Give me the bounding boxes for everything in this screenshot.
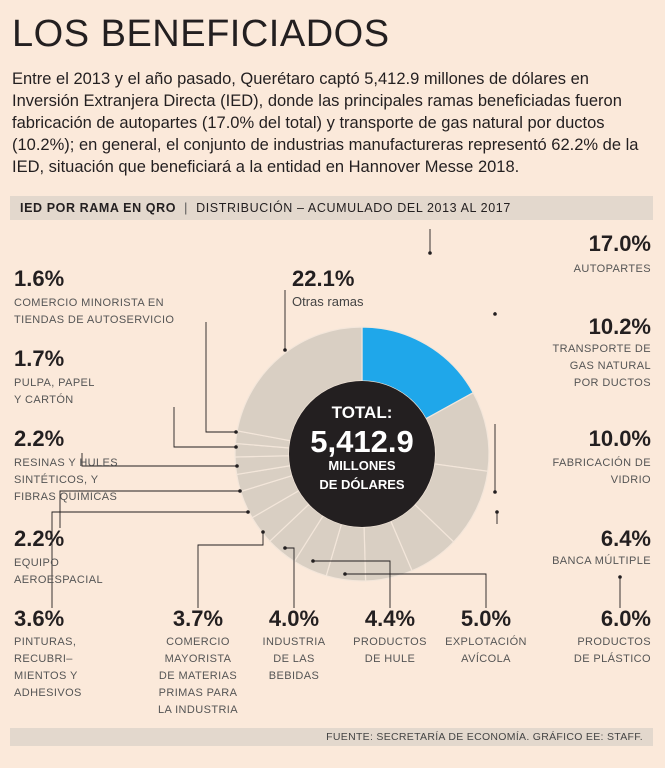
slice-label-2-line-2: GAS NATURAL xyxy=(570,360,651,372)
slice-label-5-line-1: PRODUCTOS xyxy=(577,636,651,648)
leader-dot-7 xyxy=(311,559,315,563)
slice-pct-5: 6.0% xyxy=(601,606,651,631)
leader-6 xyxy=(345,573,487,608)
slice-label-6-line-2: AVÍCOLA xyxy=(461,652,511,665)
leader-11 xyxy=(59,490,240,528)
slice-label-13-line-2: Y CARTÓN xyxy=(14,393,74,406)
slice-label-9-line-1: COMERCIO xyxy=(166,636,230,648)
donut-slices xyxy=(234,326,490,582)
slice-label-10-line-2: RECUBRI– xyxy=(14,653,73,665)
slice-label-6-line-1: EXPLOTACIÓN xyxy=(445,635,527,648)
leader-14 xyxy=(205,322,236,433)
section-title: IED POR RAMA EN QRO xyxy=(20,201,177,215)
page-title: LOS BENEFICIADOS xyxy=(12,13,390,55)
leader-dot-5 xyxy=(618,575,622,579)
slice-label-9-line-5: LA INDUSTRIA xyxy=(158,704,238,716)
leader-dot-8 xyxy=(283,546,287,550)
section-separator: | xyxy=(184,201,189,215)
leader-9 xyxy=(197,532,264,608)
center-label-line3: MILLONES xyxy=(328,458,395,473)
slice-pct-2: 10.2% xyxy=(589,314,651,339)
slice-label-8-line-2: DE LAS xyxy=(273,653,315,665)
leader-8 xyxy=(285,547,295,608)
slice-label-2-line-1: TRANSPORTE DE xyxy=(552,343,651,355)
slice-pct-15: 22.1% xyxy=(292,266,354,291)
leader-dot-11 xyxy=(238,489,242,493)
leader-10 xyxy=(51,511,248,608)
slice-pct-14: 1.6% xyxy=(14,266,64,291)
slice-label-8-line-1: INDUSTRIA xyxy=(263,636,326,648)
leader-dot-14 xyxy=(234,430,238,434)
leader-12 xyxy=(81,453,237,467)
slice-label-2-line-3: POR DUCTOS xyxy=(574,377,651,389)
leader-dot-4 xyxy=(495,510,499,514)
slice-pct-3: 10.0% xyxy=(589,426,651,451)
slice-label-11-line-2: AEROESPACIAL xyxy=(14,574,103,586)
slice-label-8-line-3: BEBIDAS xyxy=(269,670,320,682)
donut-center xyxy=(289,381,435,527)
section-subtitle: DISTRIBUCIÓN – ACUMULADO DEL 2013 AL 201… xyxy=(196,201,511,215)
center-label-line2: 5,412.9 xyxy=(310,424,413,459)
slice-label-10-line-4: ADHESIVOS xyxy=(14,687,82,699)
slice-label-10-line-1: PINTURAS, xyxy=(14,636,76,648)
leader-dot-2 xyxy=(493,312,497,316)
slice-pct-1: 17.0% xyxy=(589,231,651,256)
slice-label-3-line-1: FABRICACIÓN DE xyxy=(552,456,651,469)
slice-label-12-line-2: SINTÉTICOS, Y xyxy=(14,473,99,486)
slice-pct-4: 6.4% xyxy=(601,526,651,551)
center-label-line1: TOTAL: xyxy=(332,403,393,422)
slice-label-4-line-1: BANCA MÚLTIPLE xyxy=(552,554,651,567)
slice-label-14-line-2: TIENDAS DE AUTOSERVICIO xyxy=(14,314,174,326)
slice-labels: 17.0% AUTOPARTES 10.2% TRANSPORTE DE GAS NAT… xyxy=(14,231,651,716)
leader-dot-13 xyxy=(234,445,238,449)
slice-pct-7: 4.4% xyxy=(365,606,415,631)
slice-label-12-line-3: FIBRAS QUÍMICAS xyxy=(14,490,117,503)
leader-dot-3 xyxy=(493,490,497,494)
slice-label-3-line-2: VIDRIO xyxy=(611,474,651,486)
section-header: IED POR RAMA EN QRO | DISTRIBUCIÓN – ACU… xyxy=(10,196,653,220)
slice-label-7-line-1: PRODUCTOS xyxy=(353,636,427,648)
slice-pct-11: 2.2% xyxy=(14,526,64,551)
slice-label-7-line-2: DE HULE xyxy=(365,653,415,665)
leader-dot-12 xyxy=(235,464,239,468)
slice-label-5-line-2: DE PLÁSTICO xyxy=(574,652,651,665)
leader-dot-9 xyxy=(261,530,265,534)
leader-7 xyxy=(313,560,391,608)
source-footer: FUENTE: SECRETARÍA DE ECONOMÍA. GRÁFICO … xyxy=(10,728,653,746)
slice-label-14-line-1: COMERCIO MINORISTA EN xyxy=(14,297,164,309)
slice-pct-13: 1.7% xyxy=(14,346,64,371)
slice-pct-6: 5.0% xyxy=(461,606,511,631)
leader-dot-10 xyxy=(246,510,250,514)
slice-label-12-line-1: RESINAS Y HULES xyxy=(14,457,118,469)
center-label-line4: DE DÓLARES xyxy=(319,477,405,492)
slice-pct-12: 2.2% xyxy=(14,426,64,451)
slice-label-15-line-1: Otras ramas xyxy=(292,294,364,309)
slice-label-9-line-2: MAYORISTA xyxy=(165,653,232,665)
leader-dot-6 xyxy=(343,572,347,576)
leader-dot-1 xyxy=(428,251,432,255)
slice-pct-10: 3.6% xyxy=(14,606,64,631)
leader-dot-15 xyxy=(283,348,287,352)
slice-label-1-line-1: AUTOPARTES xyxy=(574,263,651,275)
slice-pct-9: 3.7% xyxy=(173,606,223,631)
slice-label-9-line-3: DE MATERIAS xyxy=(159,670,237,682)
slice-pct-8: 4.0% xyxy=(269,606,319,631)
leader-lines xyxy=(51,229,622,608)
leader-13 xyxy=(173,407,236,448)
lead-paragraph: Entre el 2013 y el año pasado, Querétaro… xyxy=(12,70,639,176)
slice-label-9-line-4: PRIMAS PARA xyxy=(159,687,238,699)
slice-label-10-line-3: MIENTOS Y xyxy=(14,670,78,682)
slice-label-11-line-1: EQUIPO xyxy=(14,557,59,569)
slice-label-13-line-1: PULPA, PAPEL xyxy=(14,377,95,389)
